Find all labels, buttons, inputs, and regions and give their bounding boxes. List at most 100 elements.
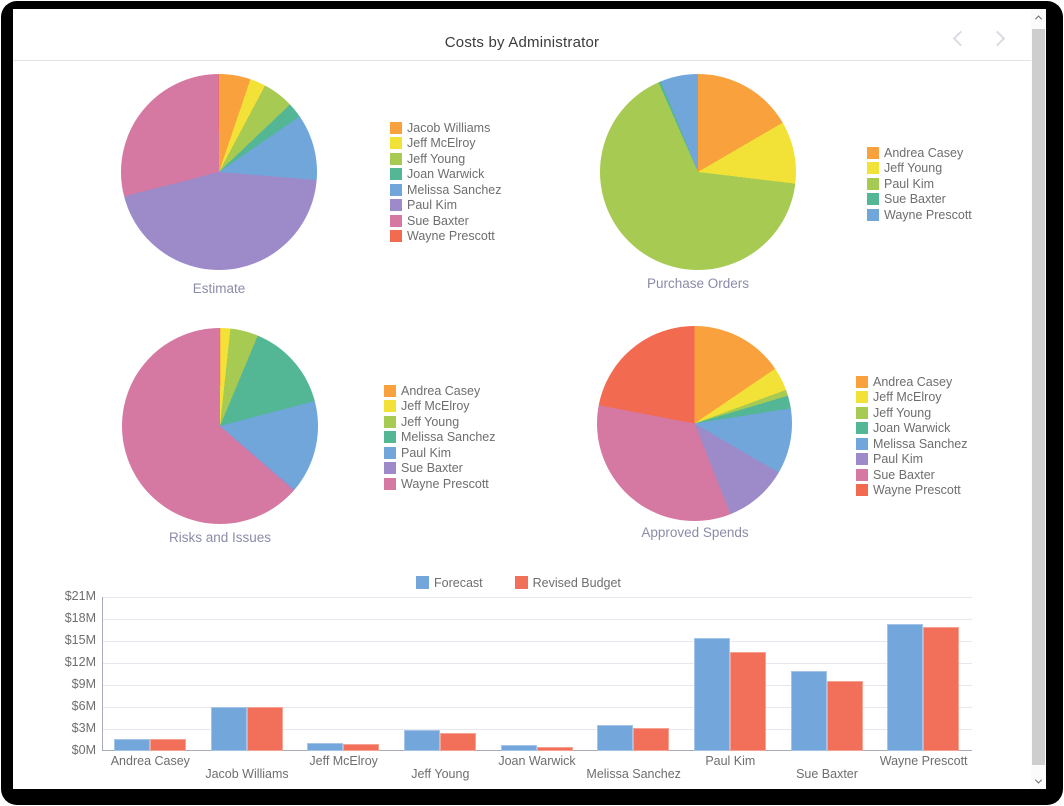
gridline-3m bbox=[103, 729, 972, 730]
legend-swatch-icon bbox=[856, 391, 868, 403]
y-axis-label-21m: $21M bbox=[64, 589, 96, 603]
scroll-up-button[interactable] bbox=[1031, 9, 1046, 25]
bar-chart-legend: Forecast Revised Budget bbox=[416, 575, 621, 590]
x-axis-label-jacob-williams: Jacob Williams bbox=[205, 767, 289, 781]
forecast-bar-joan-warwick[interactable] bbox=[500, 745, 537, 751]
legend-item-wayne-prescott: Wayne Prescott bbox=[856, 483, 968, 497]
legend-item-wayne-prescott: Wayne Prescott bbox=[390, 229, 502, 243]
forecast-bar-jeff-mcelroy[interactable] bbox=[307, 742, 344, 751]
x-axis-label-joan-warwick: Joan Warwick bbox=[498, 754, 576, 768]
legend-label: Sue Baxter bbox=[407, 213, 469, 228]
legend-item-sue-baxter: Sue Baxter bbox=[384, 461, 496, 475]
legend-item-jeff-mcelroy: Jeff McElroy bbox=[384, 399, 496, 413]
x-axis-label-jeff-mcelroy: Jeff McElroy bbox=[309, 754, 378, 768]
legend-item-jeff-young: Jeff Young bbox=[384, 414, 496, 429]
x-axis-label-wayne-prescott: Wayne Prescott bbox=[879, 754, 968, 768]
revised-budget-bar-joan-warwick[interactable] bbox=[536, 746, 573, 751]
legend-label: Melissa Sanchez bbox=[401, 430, 496, 444]
legend-swatch-icon bbox=[384, 477, 396, 490]
gridline-6m bbox=[103, 707, 972, 708]
forecast-bar-melissa-sanchez[interactable] bbox=[597, 725, 634, 751]
legend-item-joan-warwick: Joan Warwick bbox=[390, 167, 502, 181]
scroll-down-button[interactable] bbox=[1031, 773, 1046, 789]
gridline-12m bbox=[103, 663, 972, 664]
legend-swatch-icon bbox=[856, 484, 868, 496]
forecast-bar-paul-kim[interactable] bbox=[694, 638, 730, 751]
scrollbar-thumb[interactable] bbox=[1032, 29, 1045, 765]
legend-swatch-icon bbox=[856, 406, 868, 419]
x-axis-label-jeff-young: Jeff Young bbox=[411, 767, 470, 781]
legend-item-paul-kim: Paul Kim bbox=[867, 177, 972, 191]
revised-budget-bar-sue-baxter[interactable] bbox=[826, 680, 863, 751]
y-axis-label-6m: $6M bbox=[71, 699, 96, 713]
legend-label: Jeff McElroy bbox=[873, 390, 942, 404]
legend-swatch-icon bbox=[856, 375, 868, 388]
legend-swatch-icon bbox=[867, 193, 879, 205]
revised-budget-bar-melissa-sanchez[interactable] bbox=[633, 728, 670, 751]
legend-swatch-icon bbox=[856, 422, 868, 434]
legend-item-jeff-mcelroy: Jeff McElroy bbox=[856, 390, 968, 404]
forecast-bar-sue-baxter[interactable] bbox=[790, 671, 827, 751]
legend-item-sue-baxter: Sue Baxter bbox=[856, 468, 968, 482]
vertical-scrollbar[interactable] bbox=[1031, 9, 1046, 789]
legend-label: Joan Warwick bbox=[407, 167, 485, 181]
legend-label: Melissa Sanchez bbox=[407, 182, 502, 197]
revised-budget-bar-jeff-young[interactable] bbox=[440, 733, 476, 751]
x-axis-label-paul-kim: Paul Kim bbox=[705, 754, 756, 768]
legend-swatch-icon bbox=[416, 576, 429, 589]
chevron-left-icon[interactable] bbox=[952, 30, 969, 47]
legend-item-jeff-young: Jeff Young bbox=[856, 406, 968, 420]
revised-budget-bar-andrea-casey[interactable] bbox=[150, 739, 186, 751]
legend-swatch-icon bbox=[867, 146, 879, 159]
legend-label: Forecast bbox=[434, 575, 483, 590]
legend-label: Jacob Williams bbox=[407, 120, 491, 135]
forecast-bar-jacob-williams[interactable] bbox=[210, 707, 247, 751]
legend-item-paul-kim: Paul Kim bbox=[390, 198, 502, 212]
header-bar: Costs by Administrator bbox=[13, 9, 1031, 61]
legend-swatch-icon bbox=[390, 214, 402, 227]
legend-swatch-icon bbox=[384, 446, 396, 459]
legend-swatch-icon bbox=[390, 199, 402, 211]
legend-label: Wayne Prescott bbox=[407, 229, 495, 243]
gridline-9m bbox=[103, 685, 972, 686]
pie-chart-estimate[interactable] bbox=[121, 74, 317, 270]
revised-budget-bar-wayne-prescott[interactable] bbox=[923, 627, 960, 751]
gridline-15m bbox=[103, 641, 972, 642]
legend-item-paul-kim: Paul Kim bbox=[856, 452, 968, 466]
legend-swatch-icon bbox=[390, 121, 402, 134]
legend-label: Sue Baxter bbox=[884, 192, 946, 206]
legend-swatch-icon bbox=[390, 168, 402, 180]
pie-chart-approved-spends[interactable] bbox=[597, 326, 792, 521]
forecast-bar-wayne-prescott[interactable] bbox=[887, 624, 924, 751]
chevron-right-icon[interactable] bbox=[989, 30, 1006, 47]
y-axis-label-3m: $3M bbox=[71, 721, 96, 735]
legend-swatch-icon bbox=[390, 152, 402, 165]
legend-label: Paul Kim bbox=[873, 452, 924, 466]
revised-budget-bar-paul-kim[interactable] bbox=[730, 652, 766, 751]
forecast-bar-andrea-casey[interactable] bbox=[114, 738, 150, 751]
legend-item-joan-warwick: Joan Warwick bbox=[856, 421, 968, 435]
legend-swatch-icon bbox=[384, 400, 396, 412]
revised-budget-bar-jacob-williams[interactable] bbox=[246, 707, 283, 751]
legend-item-revised-budget: Revised Budget bbox=[514, 576, 621, 590]
pie-chart-risks-and-issues[interactable] bbox=[122, 328, 318, 524]
legend-item-jeff-mcelroy: Jeff McElroy bbox=[390, 136, 502, 150]
revised-budget-bar-jeff-mcelroy[interactable] bbox=[343, 744, 380, 751]
legend-item-andrea-casey: Andrea Casey bbox=[856, 375, 968, 389]
forecast-bar-jeff-young[interactable] bbox=[404, 729, 440, 751]
chevron-up-icon bbox=[1034, 14, 1043, 22]
legend-label: Andrea Casey bbox=[884, 145, 964, 160]
legend-item-andrea-casey: Andrea Casey bbox=[384, 384, 496, 398]
page-title: Costs by Administrator bbox=[444, 34, 600, 51]
legend-swatch-icon bbox=[867, 208, 879, 221]
pie-caption-risks-and-issues: Risks and Issues bbox=[168, 530, 272, 545]
pie-caption-approved-spends: Approved Spends bbox=[641, 525, 749, 540]
legend-item-jeff-young: Jeff Young bbox=[390, 152, 502, 166]
legend-item-sue-baxter: Sue Baxter bbox=[867, 192, 972, 206]
legend-item-paul-kim: Paul Kim bbox=[384, 445, 496, 460]
legend-label: Paul Kim bbox=[407, 198, 458, 212]
pie-chart-purchase-orders[interactable] bbox=[600, 74, 796, 270]
legend-label: Paul Kim bbox=[401, 445, 452, 460]
legend-label: Jeff Young bbox=[401, 414, 460, 429]
